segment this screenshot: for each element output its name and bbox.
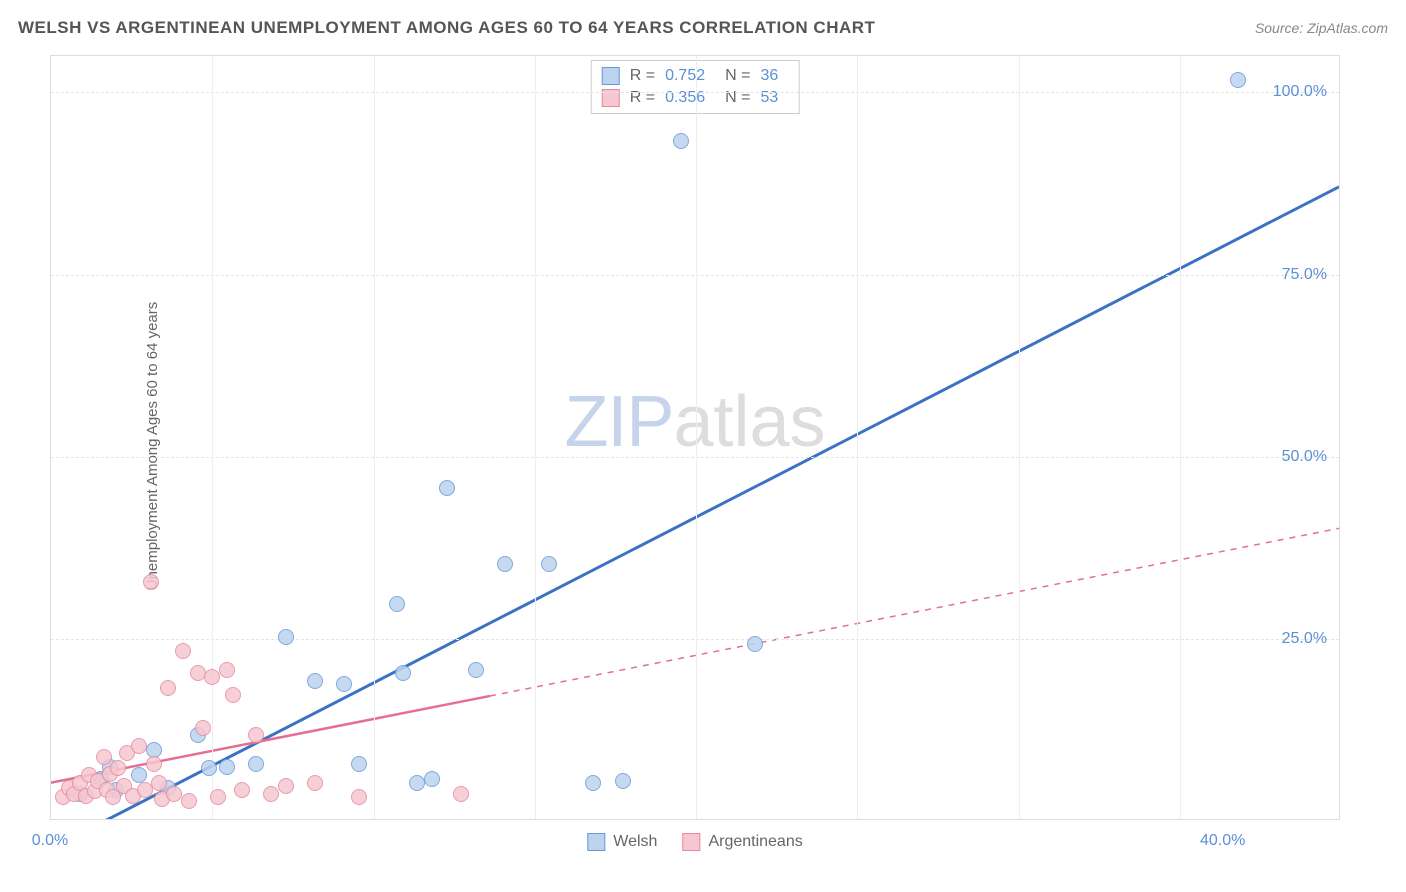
stats-legend: R = 0.752 N = 36 R = 0.356N = 53: [591, 60, 800, 114]
gridline-h: [51, 639, 1339, 640]
series-legend-item: Welsh: [587, 833, 657, 851]
trend-line-dashed: [490, 528, 1339, 696]
trend-line-solid: [80, 187, 1339, 819]
scatter-point: [160, 680, 176, 696]
series-legend: Welsh Argentineans: [587, 833, 802, 851]
scatter-point: [278, 778, 294, 794]
r-label: R =: [630, 67, 655, 85]
watermark-zip: ZIP: [564, 382, 673, 462]
scatter-point: [351, 756, 367, 772]
scatter-point: [278, 629, 294, 645]
scatter-point: [248, 756, 264, 772]
y-tick-label: 25.0%: [1282, 630, 1327, 648]
n-value: 36: [760, 67, 778, 85]
gridline-v: [696, 56, 697, 819]
scatter-point: [195, 720, 211, 736]
chart-header: WELSH VS ARGENTINEAN UNEMPLOYMENT AMONG …: [18, 18, 1388, 38]
scatter-point: [351, 789, 367, 805]
scatter-point: [166, 786, 182, 802]
legend-swatch: [587, 833, 605, 851]
scatter-point: [110, 760, 126, 776]
scatter-point: [585, 775, 601, 791]
y-tick-label: 75.0%: [1282, 266, 1327, 284]
scatter-point: [336, 676, 352, 692]
x-tick-label: 0.0%: [32, 832, 68, 850]
plot-area: ZIPatlas R = 0.752N = 36R = 0.356N = 53 …: [50, 55, 1340, 820]
series-name: Argentineans: [708, 833, 802, 851]
r-value: 0.752: [665, 67, 705, 85]
scatter-point: [146, 756, 162, 772]
stats-row: R = 0.752 N = 36: [602, 65, 789, 87]
scatter-point: [201, 760, 217, 776]
scatter-point: [541, 556, 557, 572]
scatter-point: [1230, 72, 1246, 88]
scatter-point: [453, 786, 469, 802]
scatter-point: [673, 133, 689, 149]
trend-lines-svg: [51, 56, 1339, 819]
scatter-point: [190, 665, 206, 681]
scatter-point: [137, 782, 153, 798]
y-tick-label: 100.0%: [1273, 83, 1327, 101]
watermark: ZIPatlas: [564, 381, 825, 463]
gridline-v: [1180, 56, 1181, 819]
gridline-h: [51, 275, 1339, 276]
scatter-point: [204, 669, 220, 685]
scatter-point: [131, 738, 147, 754]
gridline-v: [1019, 56, 1020, 819]
scatter-point: [143, 574, 159, 590]
gridline-v: [212, 56, 213, 819]
scatter-point: [96, 749, 112, 765]
gridline-v: [857, 56, 858, 819]
scatter-point: [307, 673, 323, 689]
scatter-point: [263, 786, 279, 802]
stats-row: R = 0.356N = 53: [602, 87, 789, 109]
scatter-point: [747, 636, 763, 652]
scatter-point: [439, 480, 455, 496]
scatter-point: [389, 596, 405, 612]
legend-swatch: [682, 833, 700, 851]
scatter-point: [210, 789, 226, 805]
scatter-point: [219, 759, 235, 775]
scatter-point: [151, 775, 167, 791]
scatter-point: [395, 665, 411, 681]
gridline-v: [535, 56, 536, 819]
n-label: N =: [725, 67, 750, 85]
scatter-point: [234, 782, 250, 798]
y-tick-label: 50.0%: [1282, 448, 1327, 466]
legend-swatch: [602, 67, 620, 85]
chart-title: WELSH VS ARGENTINEAN UNEMPLOYMENT AMONG …: [18, 18, 875, 38]
x-tick-label: 40.0%: [1200, 832, 1245, 850]
scatter-point: [615, 773, 631, 789]
scatter-point: [219, 662, 235, 678]
scatter-point: [181, 793, 197, 809]
series-name: Welsh: [613, 833, 657, 851]
scatter-point: [225, 687, 241, 703]
scatter-point: [468, 662, 484, 678]
source-attribution: Source: ZipAtlas.com: [1255, 20, 1388, 36]
series-legend-item: Argentineans: [682, 833, 802, 851]
scatter-point: [497, 556, 513, 572]
scatter-point: [248, 727, 264, 743]
scatter-point: [409, 775, 425, 791]
scatter-point: [307, 775, 323, 791]
gridline-h: [51, 92, 1339, 93]
scatter-point: [424, 771, 440, 787]
gridline-v: [374, 56, 375, 819]
gridline-h: [51, 457, 1339, 458]
scatter-point: [175, 643, 191, 659]
